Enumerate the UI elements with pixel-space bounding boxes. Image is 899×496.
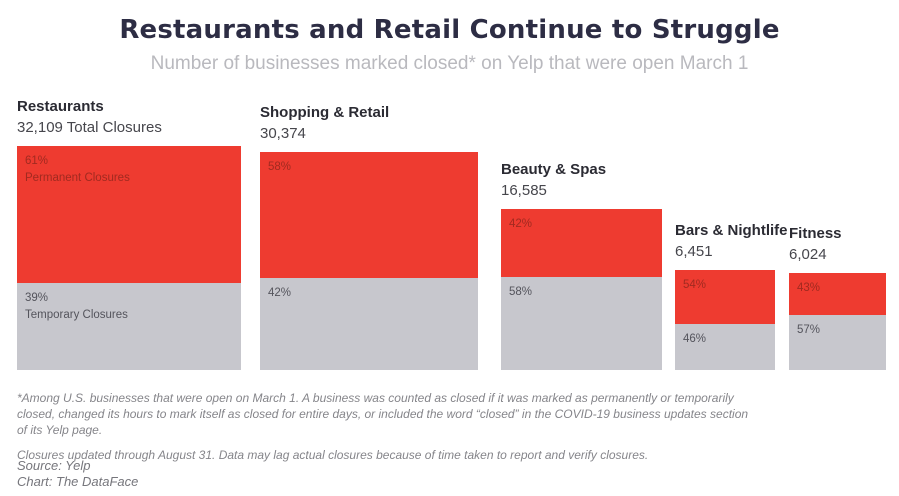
total-label: 6,451	[675, 243, 713, 260]
temporary-segment: 57%	[789, 314, 886, 370]
temporary-percent-label: 42%	[268, 287, 292, 300]
temporary-percent-label: 57%	[797, 323, 821, 336]
permanent-percent-label: 58%	[268, 161, 292, 173]
permanent-percent-label: 61%	[25, 155, 49, 167]
permanent-legend-label: Permanent Closures	[25, 172, 130, 185]
permanent-percent-label: 54%	[683, 279, 707, 291]
category-label: Beauty & Spas	[501, 161, 607, 179]
permanent-segment: 42%	[501, 209, 662, 277]
total-label: 30,374	[260, 125, 306, 142]
total-label: 32,109 Total Closures	[17, 119, 162, 136]
category-label: Bars & Nightlife	[675, 222, 788, 240]
closure-square: 61% Permanent Closures 39% Temporary Clo…	[17, 146, 241, 370]
closure-square: 43% 57%	[789, 273, 886, 370]
closure-square: 54% 46%	[675, 270, 775, 370]
footnote-paragraph-2: Closures updated through August 31. Data…	[17, 447, 649, 462]
page-title: Restaurants and Retail Continue to Strug…	[119, 15, 780, 45]
permanent-percent-label: 42%	[509, 218, 533, 230]
bar-group-shopping-retail: Shopping & Retail 30,374 58% 42%	[260, 104, 478, 370]
closure-square: 58% 42%	[260, 152, 478, 370]
plot-area: Restaurants 32,109 Total Closures 61% Pe…	[17, 98, 886, 370]
closure-square: 42% 58%	[501, 209, 662, 370]
permanent-segment: 61% Permanent Closures	[17, 146, 241, 283]
category-label: Shopping & Retail	[260, 104, 390, 122]
chart-credit: Chart: The DataFace	[17, 474, 139, 490]
total-label: 6,024	[789, 246, 827, 263]
temporary-segment: 39% Temporary Closures	[17, 282, 241, 370]
permanent-segment: 58%	[260, 152, 478, 279]
temporary-percent-label: 46%	[683, 333, 707, 345]
chart-header: Restaurants and Retail Continue to Strug…	[0, 14, 899, 75]
footnote: *Among U.S. businesses that were open on…	[17, 390, 757, 471]
temporary-percent-label: 39%	[25, 291, 49, 304]
bar-group-bars-nightlife: Bars & Nightlife 6,451 54% 46%	[675, 222, 788, 370]
page-subtitle: Number of businesses marked closed* on Y…	[150, 52, 749, 74]
category-label: Restaurants	[17, 98, 104, 116]
bar-group-fitness: Fitness 6,024 43% 57%	[789, 225, 886, 370]
credits: Source: Yelp Chart: The DataFace	[17, 458, 138, 491]
category-label: Fitness	[789, 225, 842, 243]
permanent-segment: 54%	[675, 270, 775, 324]
temporary-segment: 58%	[501, 276, 662, 370]
permanent-percent-label: 43%	[797, 282, 821, 294]
footnote-paragraph-1: *Among U.S. businesses that were open on…	[17, 391, 749, 438]
temporary-segment: 46%	[675, 324, 775, 370]
temporary-segment: 42%	[260, 278, 478, 370]
source-credit: Source: Yelp	[17, 458, 91, 473]
permanent-segment: 43%	[789, 273, 886, 315]
total-label: 16,585	[501, 182, 547, 199]
bar-group-beauty-spas: Beauty & Spas 16,585 42% 58%	[501, 161, 662, 370]
temporary-legend-label: Temporary Closures	[25, 308, 128, 321]
temporary-percent-label: 58%	[509, 285, 533, 298]
bar-group-restaurants: Restaurants 32,109 Total Closures 61% Pe…	[17, 98, 241, 370]
